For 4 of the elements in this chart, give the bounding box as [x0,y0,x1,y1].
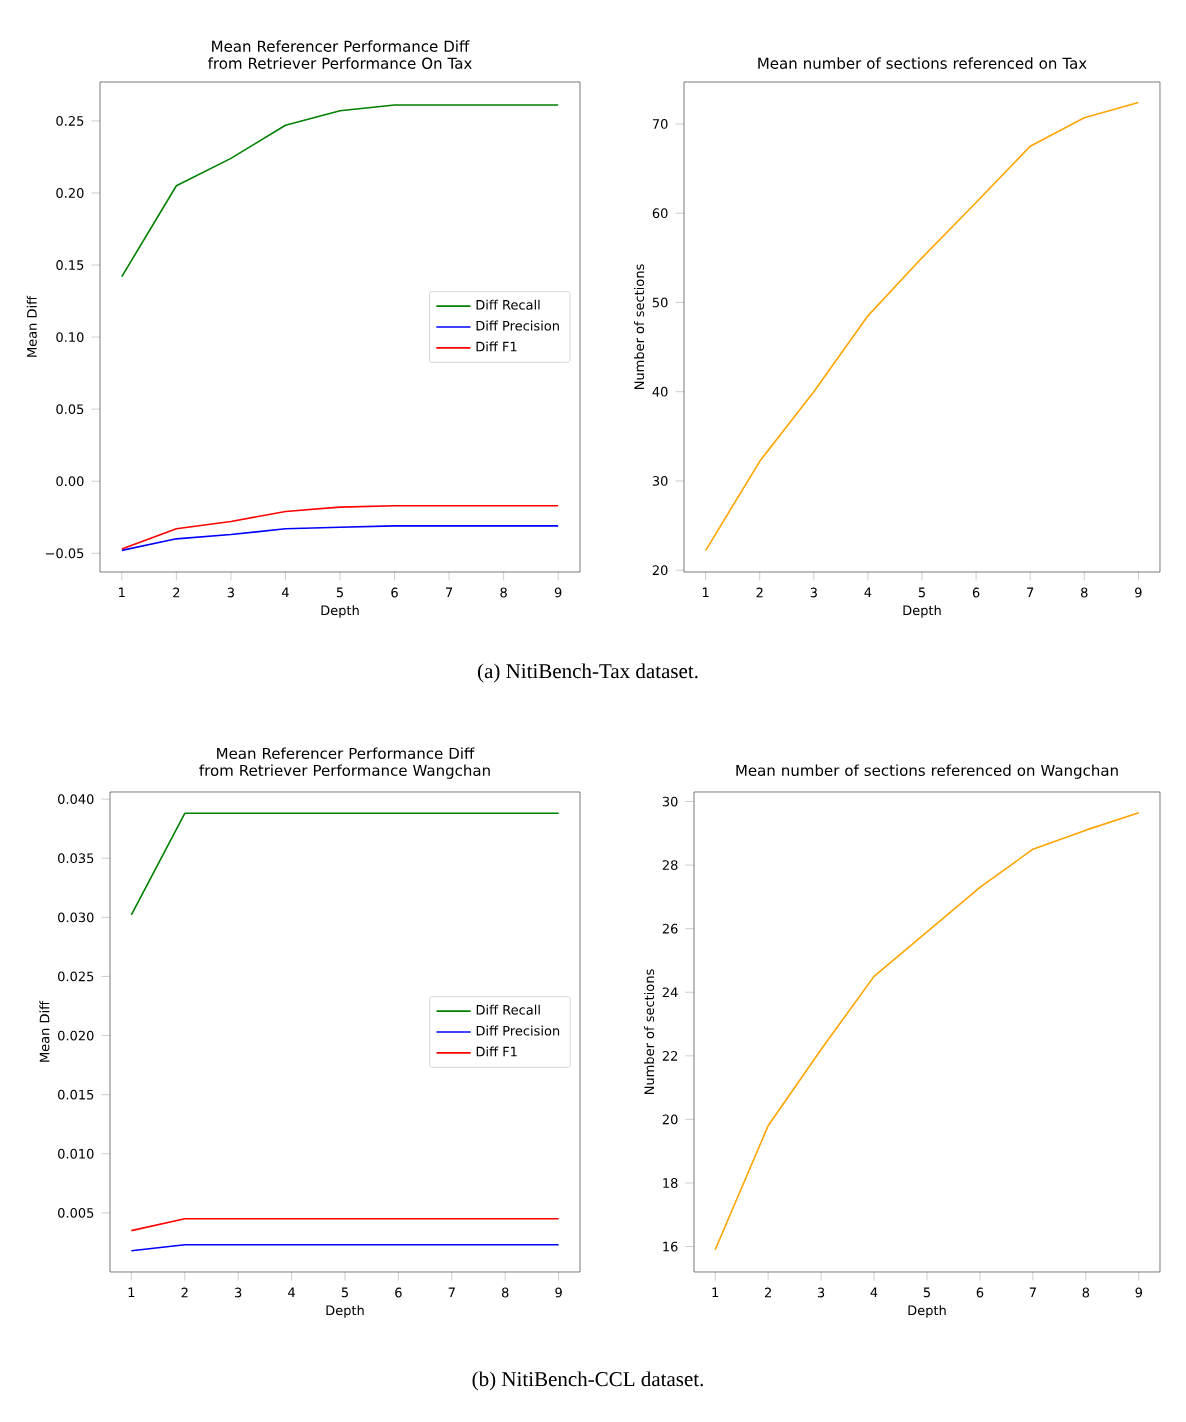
text: (a) NitiBench-Tax dataset. [477,663,698,683]
line-series [704,101,1139,552]
text: (b) NitiBench-CCL dataset. [472,1371,703,1391]
line-series [714,811,1140,1251]
